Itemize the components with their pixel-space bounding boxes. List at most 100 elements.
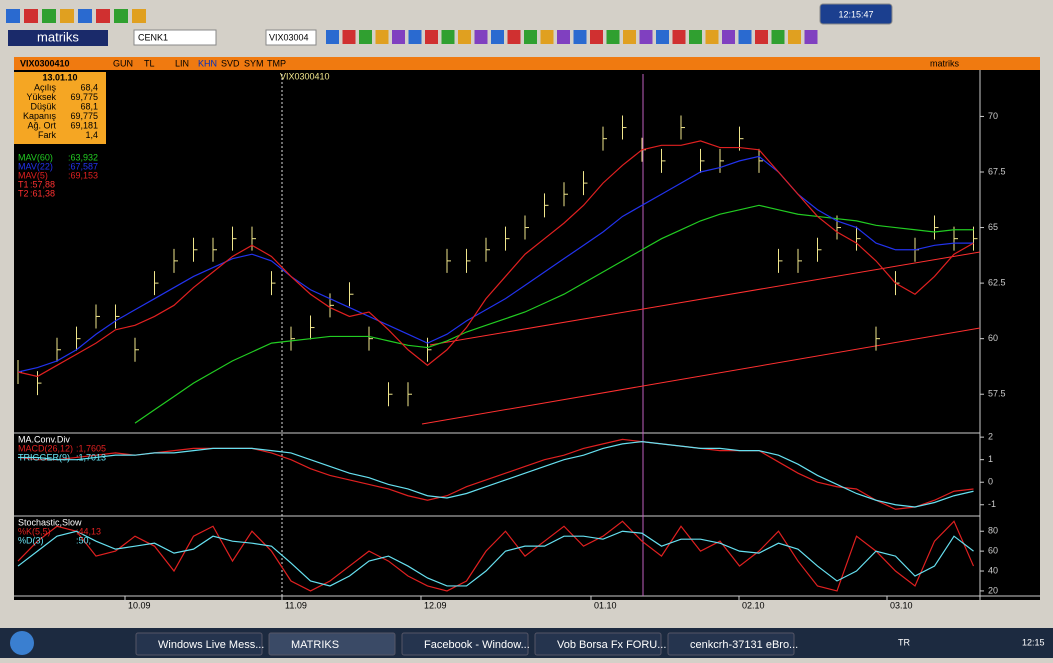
- info-value: 1,4: [85, 130, 98, 140]
- tool-icon[interactable]: [42, 9, 56, 23]
- x-tick-label: 01.10: [594, 600, 617, 610]
- legend-value: :1,7013: [76, 452, 106, 462]
- legend-value: :69,153: [68, 170, 98, 180]
- task-label: Windows Live Mess...: [158, 639, 264, 651]
- chart-tab[interactable]: SVD: [221, 58, 240, 68]
- legend-value: :1,7605: [76, 443, 106, 453]
- tool-icon[interactable]: [359, 30, 372, 44]
- legend-name: MAV(60): [18, 152, 53, 162]
- tool-icon[interactable]: [656, 30, 669, 44]
- tool-icon[interactable]: [474, 30, 488, 44]
- legend-value: :44,13: [76, 526, 101, 536]
- task-button[interactable]: [667, 632, 795, 656]
- info-date: 13.01.10: [42, 72, 77, 82]
- tool-icon[interactable]: [392, 30, 405, 44]
- tool-icon[interactable]: [672, 30, 686, 44]
- tool-icon[interactable]: [6, 9, 20, 23]
- y-tick-label: 1: [988, 454, 993, 464]
- legend-name: %D(3): [18, 535, 44, 545]
- series-line: [17, 140, 974, 378]
- chart-tab[interactable]: TMP: [267, 58, 286, 68]
- info-value: 69,775: [70, 111, 98, 121]
- tool-icon[interactable]: [623, 30, 636, 44]
- chart-tab[interactable]: LIN: [175, 58, 189, 68]
- tool-icon[interactable]: [590, 30, 603, 44]
- chart-tabbar: [14, 57, 1040, 70]
- tool-icon[interactable]: [788, 30, 801, 44]
- tool-icon[interactable]: [326, 30, 339, 44]
- tool-icon[interactable]: [458, 30, 471, 44]
- tool-icon[interactable]: [540, 30, 554, 44]
- task-button[interactable]: [268, 632, 396, 656]
- tool-icon[interactable]: [771, 30, 785, 44]
- logo: matriks: [37, 29, 79, 44]
- tool-icon[interactable]: [557, 30, 570, 44]
- tool-icon[interactable]: [755, 30, 768, 44]
- x-tick-label: 03.10: [890, 600, 913, 610]
- legend-name: T2: [18, 188, 29, 198]
- legend-name: MACD(26,12): [18, 443, 73, 453]
- clock-box: [819, 3, 893, 25]
- info-key: Fark: [38, 130, 57, 140]
- logo-box: [8, 30, 108, 46]
- task-button[interactable]: [135, 632, 263, 656]
- task-button[interactable]: [534, 632, 662, 656]
- tool-icon[interactable]: [524, 30, 537, 44]
- tool-icon[interactable]: [573, 30, 587, 44]
- chart-tab[interactable]: SYM: [244, 58, 264, 68]
- tool-icon[interactable]: [639, 30, 653, 44]
- y-tick-label: 70: [988, 111, 998, 121]
- chart-tab[interactable]: GUN: [113, 58, 133, 68]
- tool-icon[interactable]: [425, 30, 438, 44]
- info-value: 69,181: [70, 120, 98, 130]
- tool-icon[interactable]: [24, 9, 38, 23]
- info-key: Kapanış: [23, 111, 57, 121]
- legend-name: T1: [18, 179, 29, 189]
- tool-icon[interactable]: [491, 30, 504, 44]
- y-tick-label: 62.5: [988, 277, 1006, 287]
- start-button[interactable]: [10, 631, 34, 655]
- account-select[interactable]: [133, 29, 217, 46]
- y-tick-label: 20: [988, 585, 998, 595]
- chart-tab[interactable]: KHN: [198, 58, 217, 68]
- tool-icon[interactable]: [342, 30, 356, 44]
- tool-icon[interactable]: [804, 30, 818, 44]
- tool-icon[interactable]: [722, 30, 735, 44]
- tool-icon[interactable]: [738, 30, 752, 44]
- series-line: [17, 530, 974, 587]
- tray-clock: 12:15: [1022, 637, 1045, 647]
- task-label: Facebook - Window...: [424, 639, 530, 651]
- y-tick-label: 60: [988, 546, 998, 556]
- tool-icon[interactable]: [606, 30, 620, 44]
- y-tick-label: 80: [988, 526, 998, 536]
- tool-icon[interactable]: [705, 30, 719, 44]
- chart-logo: matriks: [930, 58, 959, 68]
- chart-bg: [14, 70, 1040, 600]
- task-button[interactable]: [401, 632, 529, 656]
- tool-icon[interactable]: [78, 9, 92, 23]
- panel-title: MA.Conv.Div: [18, 434, 70, 444]
- series-line: [17, 155, 974, 373]
- y-tick-label: 40: [988, 565, 998, 575]
- trendline: [429, 251, 981, 346]
- legend-name: %K(5,5): [18, 526, 51, 536]
- tool-icon[interactable]: [507, 30, 521, 44]
- tool-icon[interactable]: [96, 9, 110, 23]
- y-tick-label: 67.5: [988, 166, 1006, 176]
- tool-icon[interactable]: [132, 9, 146, 23]
- tool-icon[interactable]: [60, 9, 74, 23]
- y-tick-label: -1: [988, 499, 996, 509]
- series-line: [18, 441, 974, 508]
- tool-icon[interactable]: [441, 30, 455, 44]
- tool-icon[interactable]: [689, 30, 702, 44]
- chart-tab[interactable]: TL: [144, 58, 155, 68]
- symbol-select[interactable]: [265, 29, 317, 46]
- tool-icon[interactable]: [375, 30, 389, 44]
- x-tick-label: 10.09: [128, 600, 151, 610]
- info-key: Düşük: [30, 101, 56, 111]
- tool-icon[interactable]: [408, 30, 422, 44]
- tool-icon[interactable]: [114, 9, 128, 23]
- x-tick-label: 02.10: [742, 600, 765, 610]
